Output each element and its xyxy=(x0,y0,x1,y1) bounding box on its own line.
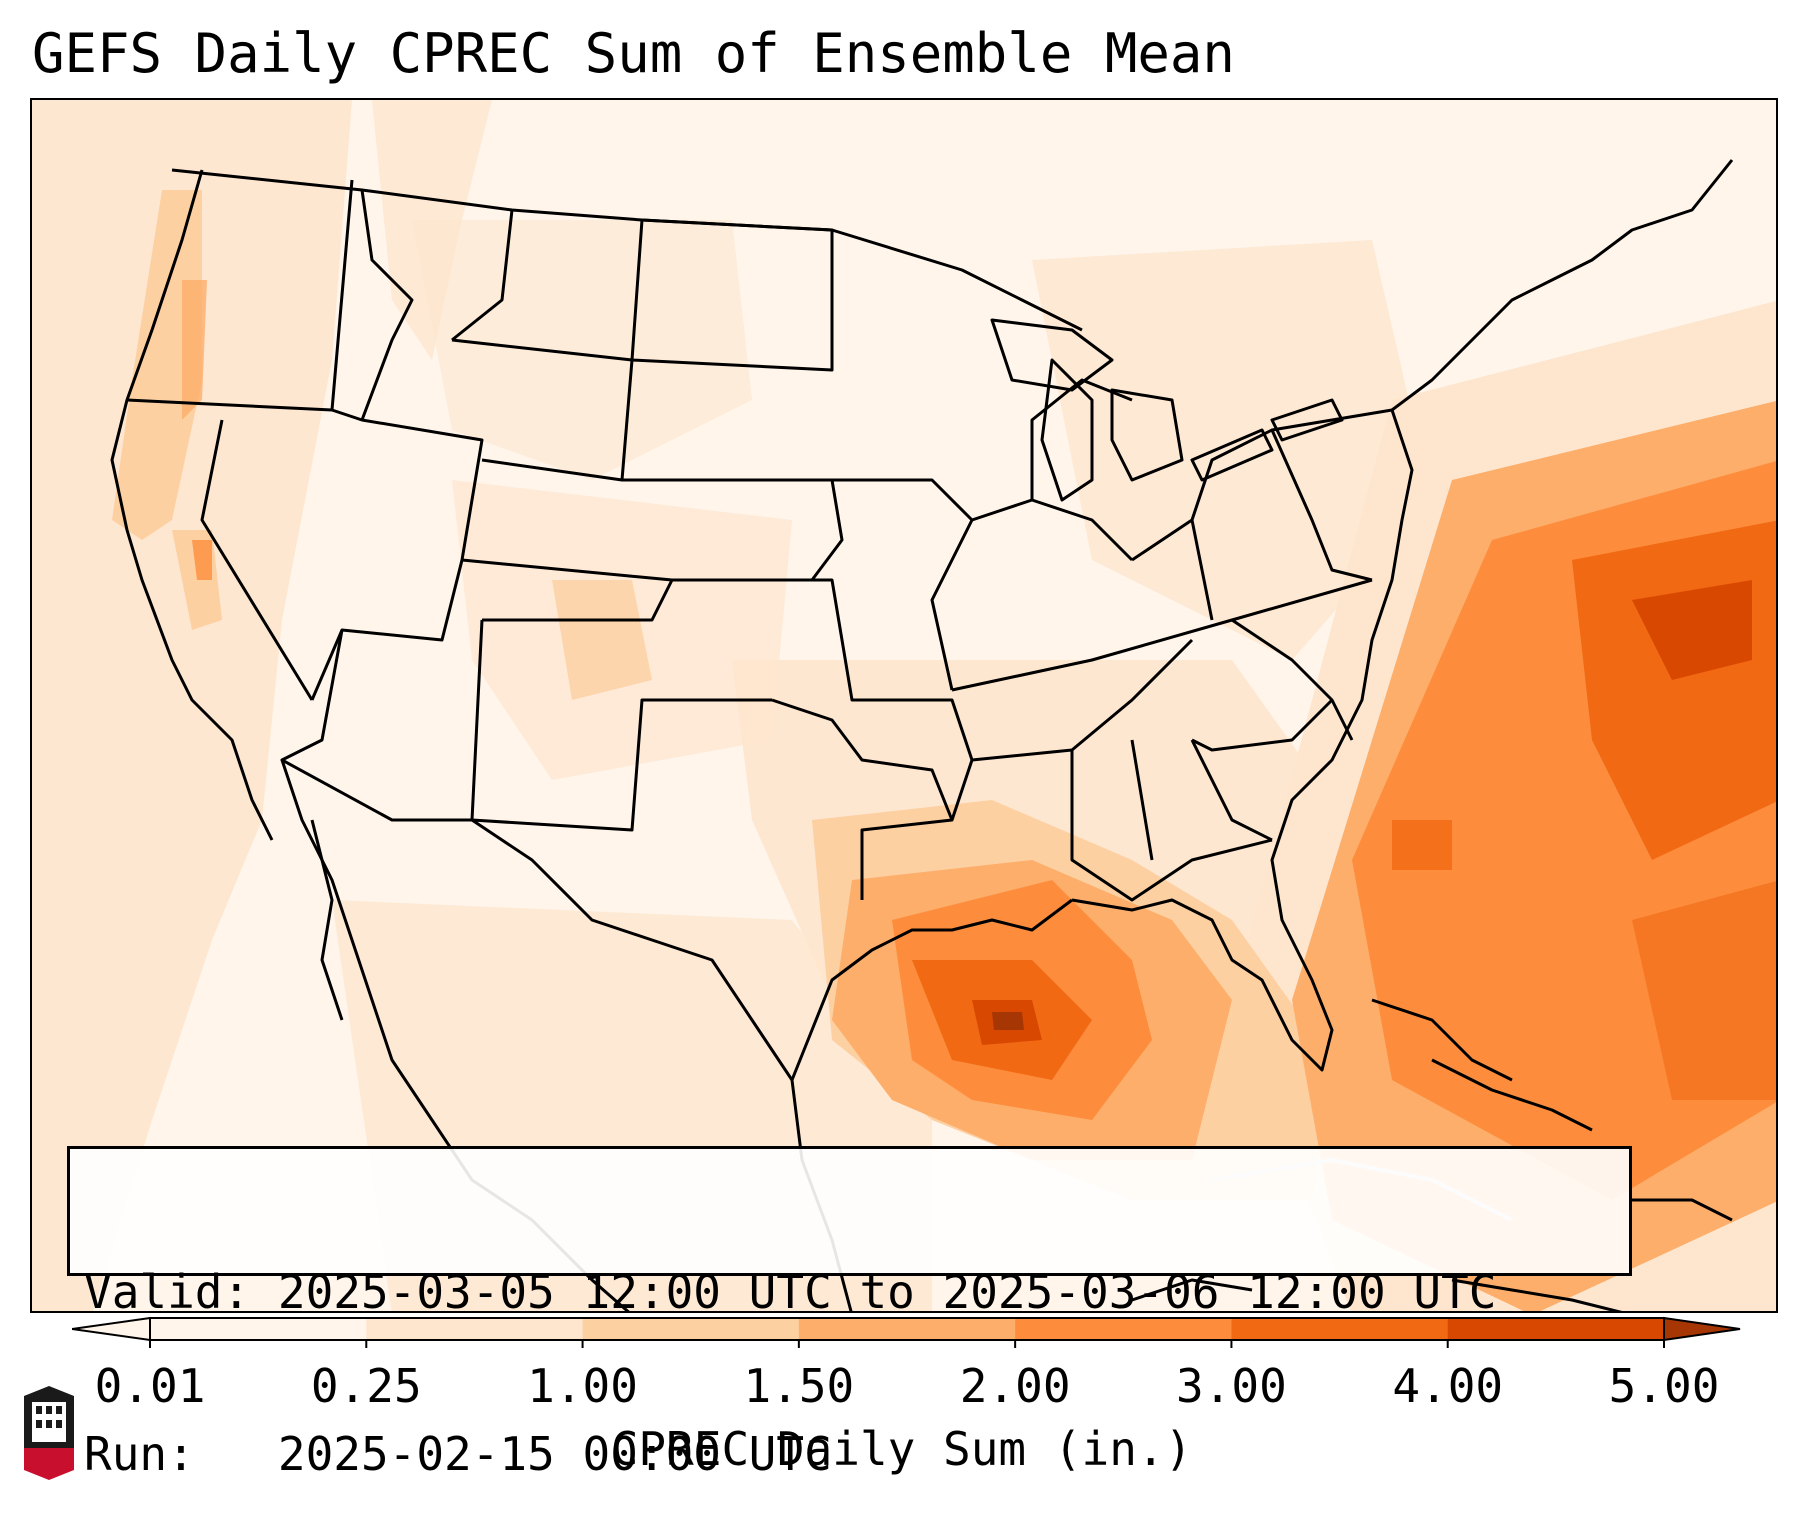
colorbar-segment xyxy=(1015,1318,1232,1340)
colorbar-tick-label: 1.00 xyxy=(527,1359,638,1413)
map-canvas xyxy=(32,100,1776,1311)
colorbar-segment xyxy=(150,1318,367,1340)
colorbar-segment xyxy=(366,1318,584,1340)
valid-row: Valid: 2025-03-05 12:00 UTC to 2025-03-0… xyxy=(84,1265,1615,1319)
colorbar-extend-min xyxy=(72,1316,151,1342)
precip-shading xyxy=(32,100,1776,1311)
colorbar-segment xyxy=(1231,1318,1449,1340)
logo-shield-red xyxy=(24,1448,74,1480)
colorbar-tick-label: 0.25 xyxy=(310,1359,422,1413)
precipitation-map xyxy=(30,98,1778,1313)
colorbar-tick-label: 1.50 xyxy=(743,1359,855,1413)
run-value: 2025-02-15 00:00 UTC xyxy=(277,1427,832,1481)
colorbar-outline xyxy=(149,1317,1665,1341)
colorbar-tick-label: 3.00 xyxy=(1176,1359,1287,1413)
colorbar-tick-label: 4.00 xyxy=(1392,1359,1504,1413)
colorbar-label: CPREC Daily Sum (in.) xyxy=(610,1422,1193,1476)
info-box: Valid: 2025-03-05 12:00 UTC to 2025-03-0… xyxy=(67,1146,1632,1481)
colorbar-segment xyxy=(798,1318,1016,1340)
niu-logo xyxy=(24,1386,74,1480)
valid-label: Valid: xyxy=(84,1265,251,1319)
colorbar-extend-max xyxy=(1663,1316,1741,1342)
run-row: Run: 2025-02-15 00:00 UTC xyxy=(84,1427,1615,1481)
colorbar-tick-label: 0.01 xyxy=(94,1359,206,1413)
valid-value: 2025-03-05 12:00 UTC to 2025-03-06 12:00… xyxy=(277,1265,1497,1319)
colorbar-tick-label: 5.00 xyxy=(1608,1359,1720,1413)
colorbar-segment xyxy=(1447,1318,1665,1340)
map-title: GEFS Daily CPREC Sum of Ensemble Mean xyxy=(32,22,1235,85)
colorbar-tick-label: 2.00 xyxy=(959,1359,1071,1413)
colorbar xyxy=(72,1316,1741,1348)
run-label: Run: xyxy=(84,1427,195,1481)
colorbar-segment xyxy=(582,1318,800,1340)
